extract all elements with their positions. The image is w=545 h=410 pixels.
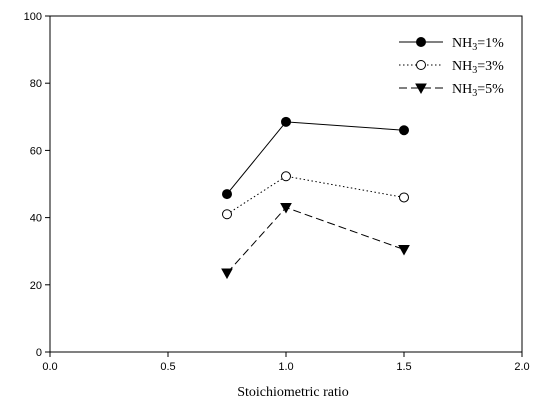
y-tick-label: 20 xyxy=(30,280,42,292)
legend-item-1: NH3=1% xyxy=(399,36,504,53)
series-2 xyxy=(222,171,409,220)
data-point xyxy=(281,116,291,127)
y-tick-label: 100 xyxy=(24,11,42,23)
legend: NH3=1% NH3=3% NH3=5% xyxy=(399,36,504,99)
data-point xyxy=(222,189,232,200)
data-point xyxy=(399,125,409,136)
x-tick-label: 2.0 xyxy=(514,361,529,373)
legend-label: NH3=5% xyxy=(452,82,504,99)
series-line xyxy=(226,206,405,274)
legend-item-3: NH3=5% xyxy=(399,82,504,99)
x-axis-title: Stoichiometric ratio xyxy=(237,385,349,400)
x-tick-label: 1.5 xyxy=(396,361,411,373)
series-line xyxy=(226,121,405,195)
x-tick-label: 0.0 xyxy=(42,361,57,373)
legend-label: NH3=1% xyxy=(452,36,504,53)
data-point xyxy=(222,209,232,220)
y-tick-label: 60 xyxy=(30,145,42,157)
legend-item-2: NH3=3% xyxy=(399,59,504,76)
data-point xyxy=(399,192,409,203)
x-axis: 0.0 0.5 1.0 1.5 2.0 xyxy=(42,352,530,373)
legend-swatch-marker xyxy=(415,83,427,95)
y-tick-label: 40 xyxy=(30,213,42,225)
legend-label: NH3=3% xyxy=(452,59,504,76)
y-tick-label: 80 xyxy=(30,78,42,90)
series-line xyxy=(226,175,405,215)
y-axis: 0 20 40 60 80 100 xyxy=(24,11,50,359)
data-point xyxy=(221,268,233,280)
series-layer xyxy=(221,116,410,280)
data-point xyxy=(281,171,291,182)
x-tick-label: 0.5 xyxy=(160,361,175,373)
legend-swatch-marker xyxy=(416,37,426,47)
data-point xyxy=(280,203,292,214)
series-1 xyxy=(222,116,409,200)
data-point xyxy=(398,245,410,256)
x-tick-label: 1.0 xyxy=(278,361,293,373)
legend-swatch-marker xyxy=(416,60,426,70)
series-3 xyxy=(221,203,410,280)
y-tick-label: 0 xyxy=(36,347,42,359)
